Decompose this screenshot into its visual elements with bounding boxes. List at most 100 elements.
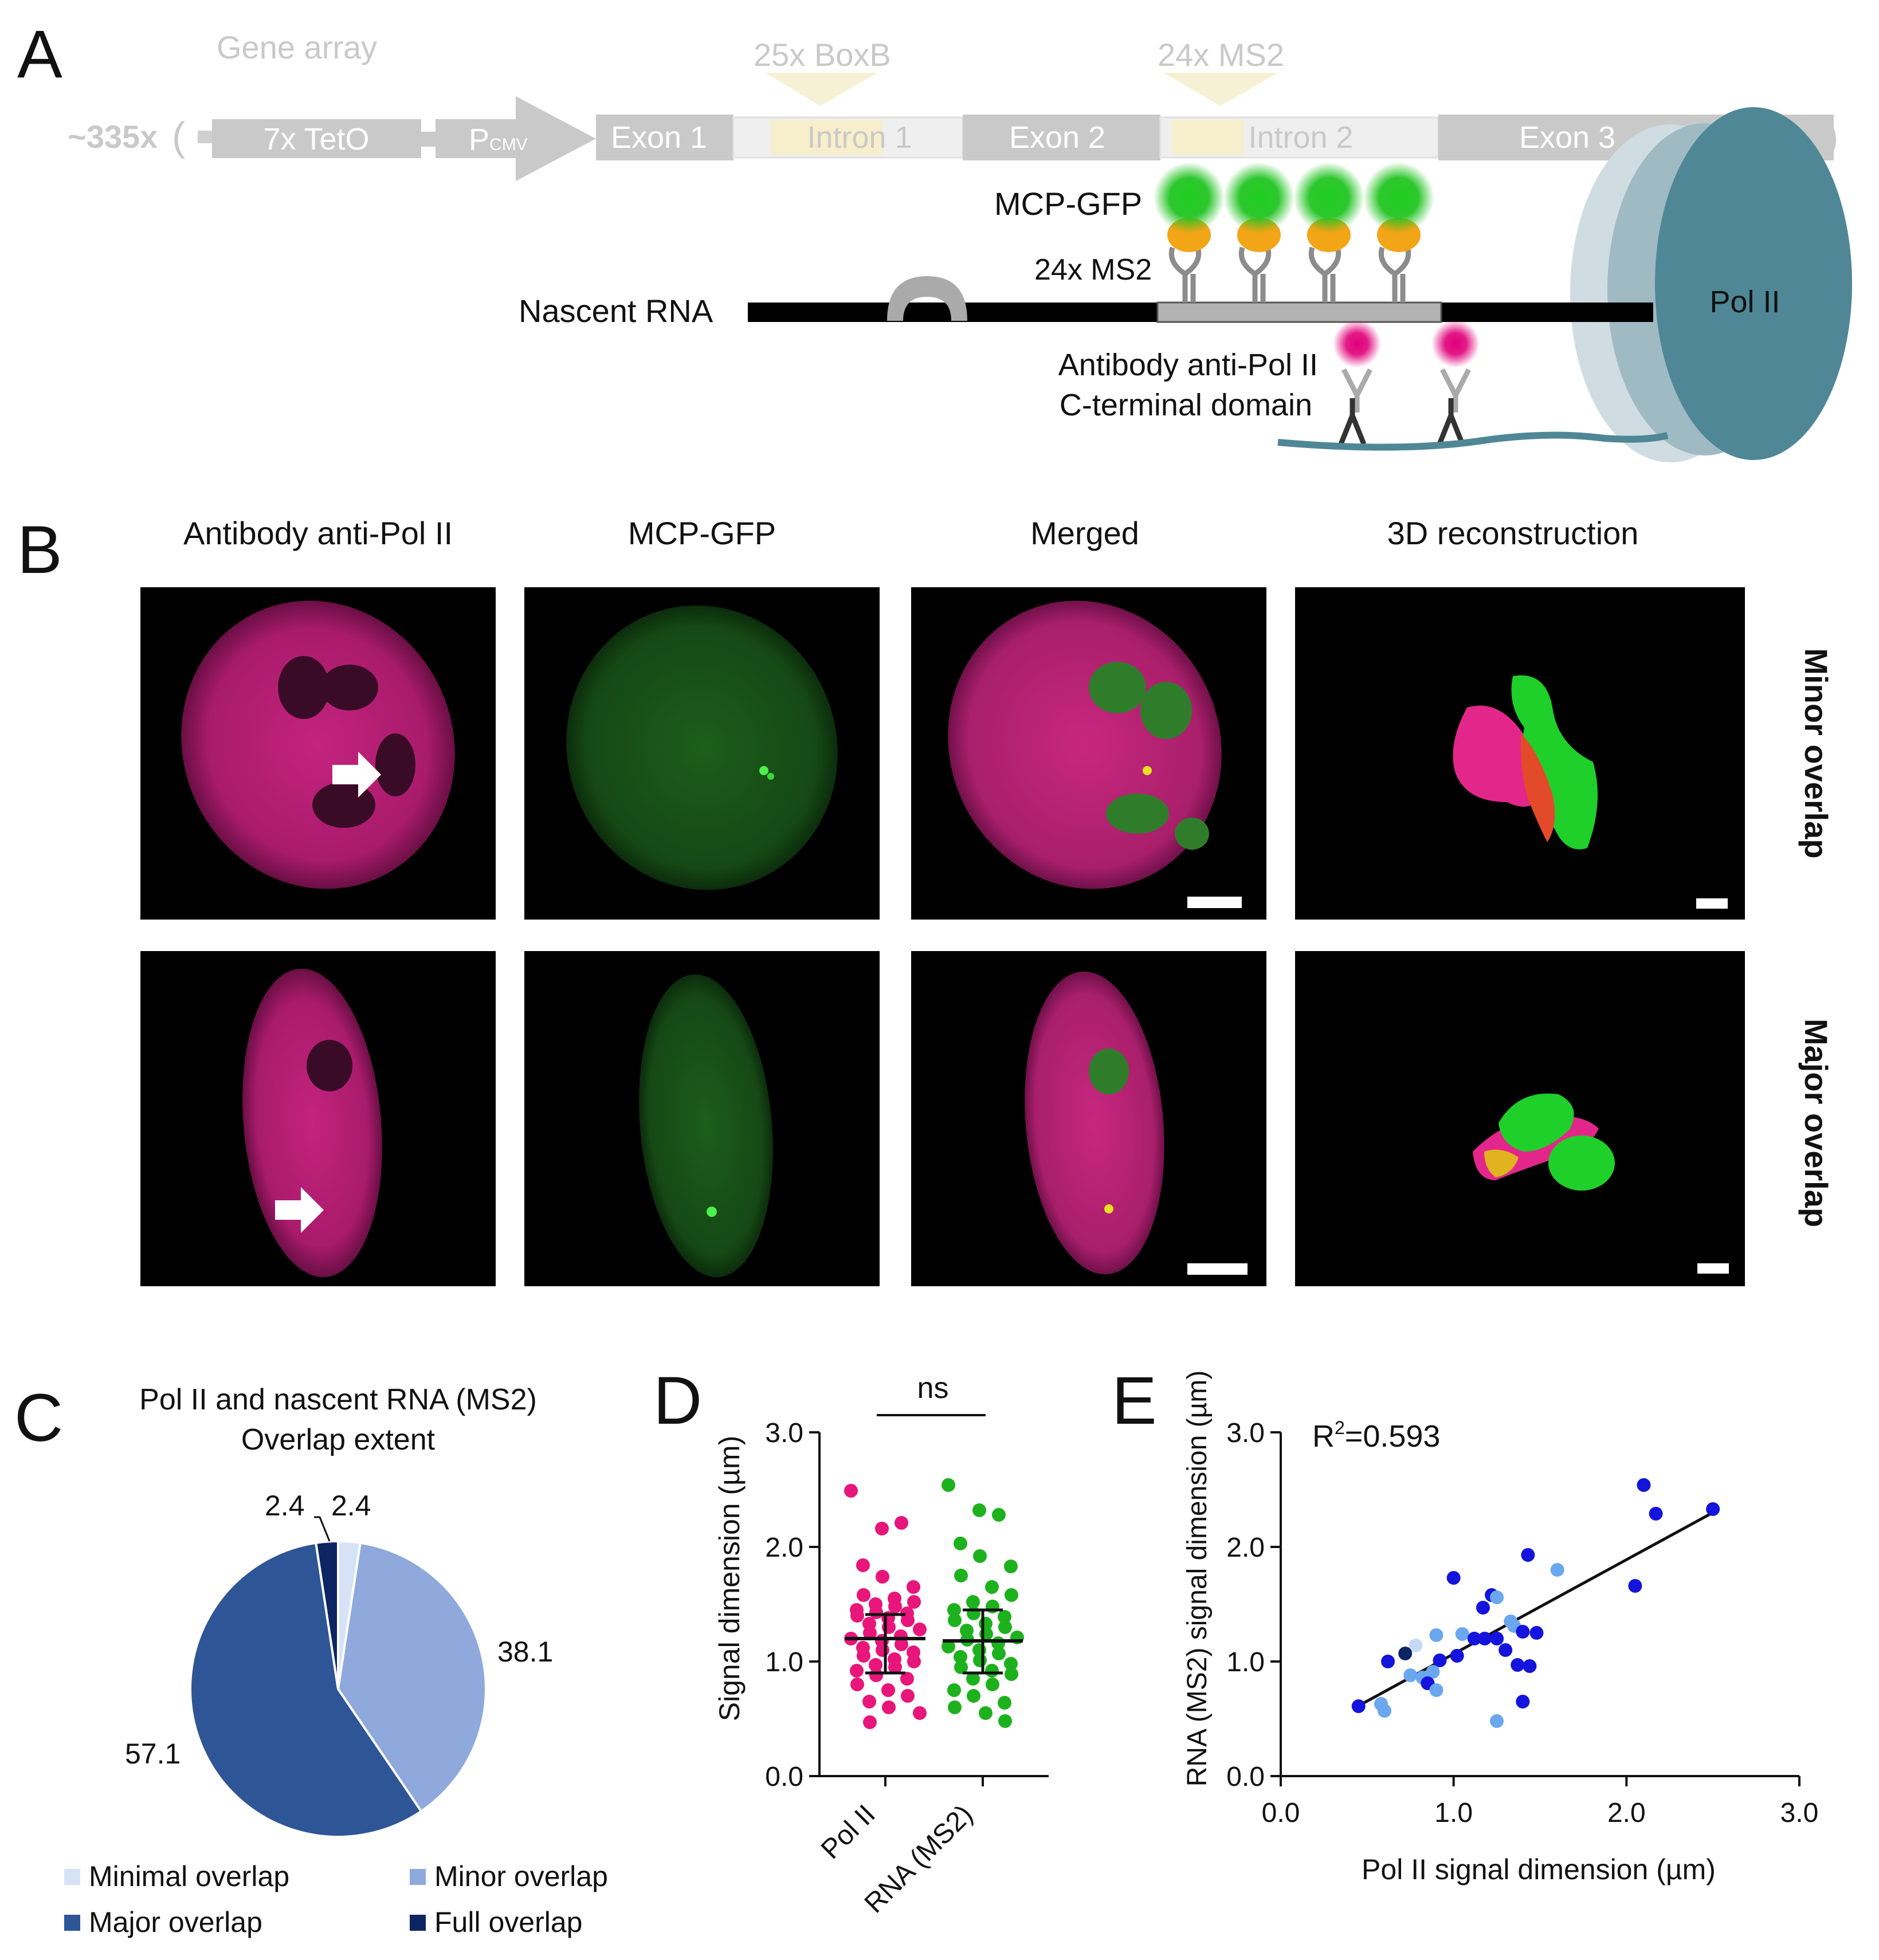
d-point: [901, 1689, 915, 1703]
d-point: [998, 1620, 1012, 1634]
d-point: [876, 1570, 889, 1584]
d-point: [907, 1595, 921, 1609]
d-point: [1005, 1588, 1018, 1602]
e-point: [1550, 1563, 1564, 1577]
pie-slice-full-overlap: [314, 1539, 339, 1690]
d-point: [881, 1683, 895, 1697]
e-plot: 0.0 1.0 2.0 3.0 0.0 1.0 2.0 3.0: [1226, 1418, 1818, 1828]
significance-label: ns: [917, 1372, 949, 1405]
d-point: [857, 1649, 870, 1663]
e-point: [1516, 1695, 1530, 1708]
pie-label-full: 2.4: [265, 1490, 305, 1522]
e-point: [1637, 1478, 1651, 1492]
pie-label-minimal: 2.4: [331, 1490, 371, 1522]
panel-label-b: B: [17, 512, 62, 588]
legend-full: Full overlap: [434, 1906, 582, 1938]
d-category-label: Pol II: [815, 1799, 881, 1865]
d-point: [972, 1503, 986, 1517]
d-point: [966, 1595, 980, 1609]
teto-box: [212, 119, 421, 158]
d-point: [875, 1522, 889, 1535]
d-point: [882, 1700, 896, 1714]
e-point: [1490, 1632, 1504, 1645]
intron1-label: Intron 1: [807, 120, 912, 155]
image-row-minor: [140, 587, 1745, 920]
d-point: [1004, 1657, 1018, 1671]
d-point: [869, 1658, 882, 1672]
d-point: [992, 1508, 1006, 1522]
ms2-loops-label: 24x MS2: [1034, 253, 1152, 286]
d-point: [948, 1613, 962, 1627]
e-xtick-label: 0.0: [1262, 1798, 1300, 1828]
legend-swatch-full: [410, 1915, 426, 1931]
d-point: [913, 1706, 927, 1720]
image-row-major: [140, 951, 1745, 1286]
antibody-label-line2: C-terminal domain: [1060, 388, 1312, 422]
pie-label-minor: 38.1: [497, 1636, 553, 1668]
d-point: [869, 1668, 883, 1682]
d-point: [850, 1664, 864, 1678]
e-xtick-label: 2.0: [1607, 1798, 1646, 1828]
d-point: [876, 1643, 889, 1657]
d-point: [895, 1516, 908, 1530]
d-ylabel: Signal dimension (µm): [713, 1436, 746, 1721]
array-stub: [198, 131, 214, 143]
arrow-icon: [275, 1187, 324, 1233]
spliced-intron-loop: [887, 276, 967, 321]
d-ytick-label: 2.0: [765, 1533, 803, 1563]
d-point: [947, 1603, 961, 1617]
scale-bar-3d: [1697, 1263, 1729, 1274]
d-point: [948, 1700, 962, 1714]
exon3-label: Exon 3: [1519, 120, 1615, 155]
d-point: [966, 1672, 980, 1686]
d-point: [857, 1588, 870, 1602]
e-point: [1706, 1502, 1720, 1516]
d-point: [901, 1613, 915, 1627]
panel-label-e: E: [1112, 1363, 1157, 1439]
ms2-top-arrow: [1163, 73, 1278, 106]
ms2-top-label: 24x MS2: [1158, 37, 1284, 73]
promoter-arrow: [436, 96, 596, 181]
e-point: [1523, 1659, 1537, 1673]
column-title-3d: 3D reconstruction: [1387, 515, 1639, 551]
boxb-arrow: [765, 73, 877, 106]
pie-slice-minor-overlap: [336, 1541, 487, 1813]
e-point: [1467, 1632, 1481, 1645]
d-point: [900, 1672, 914, 1686]
d-point: [862, 1695, 876, 1708]
pol2-label: Pol II: [1709, 285, 1780, 319]
d-point: [992, 1647, 1006, 1660]
pie-leader-line: [314, 1516, 331, 1542]
d-point: [998, 1696, 1011, 1710]
d-point: [954, 1650, 967, 1664]
d-point: [954, 1537, 967, 1550]
d-point: [907, 1655, 921, 1668]
teto-label: 7x TetO: [263, 122, 369, 156]
legend-minimal: Minimal overlap: [89, 1860, 289, 1892]
e-point: [1521, 1548, 1535, 1562]
exon1-label: Exon 1: [611, 120, 707, 155]
d-point: [954, 1660, 968, 1674]
pie-label-major: 57.1: [125, 1738, 181, 1770]
e-point: [1649, 1507, 1663, 1521]
e-point: [1446, 1571, 1461, 1585]
d-point: [1004, 1560, 1018, 1573]
d-point: [942, 1640, 955, 1653]
d-point: [1005, 1667, 1018, 1681]
row-label-minor: Minor overlap: [1798, 648, 1834, 858]
e-point: [1351, 1699, 1366, 1713]
e-point: [1426, 1665, 1440, 1679]
e-ytick-label: 1.0: [1226, 1647, 1265, 1678]
pie-slice-major-overlap: [189, 1541, 423, 1838]
nascent-rna-label: Nascent RNA: [519, 293, 713, 329]
e-point: [1628, 1579, 1642, 1593]
row-label-major: Major overlap: [1798, 1019, 1834, 1227]
teto-connector: [421, 132, 436, 147]
exon2-box: [963, 115, 1160, 160]
d-point: [942, 1478, 955, 1492]
pie-title-line1: Pol II and nascent RNA (MS2): [139, 1383, 537, 1416]
d-point: [863, 1715, 877, 1729]
ms2-loops: [1168, 246, 1411, 303]
